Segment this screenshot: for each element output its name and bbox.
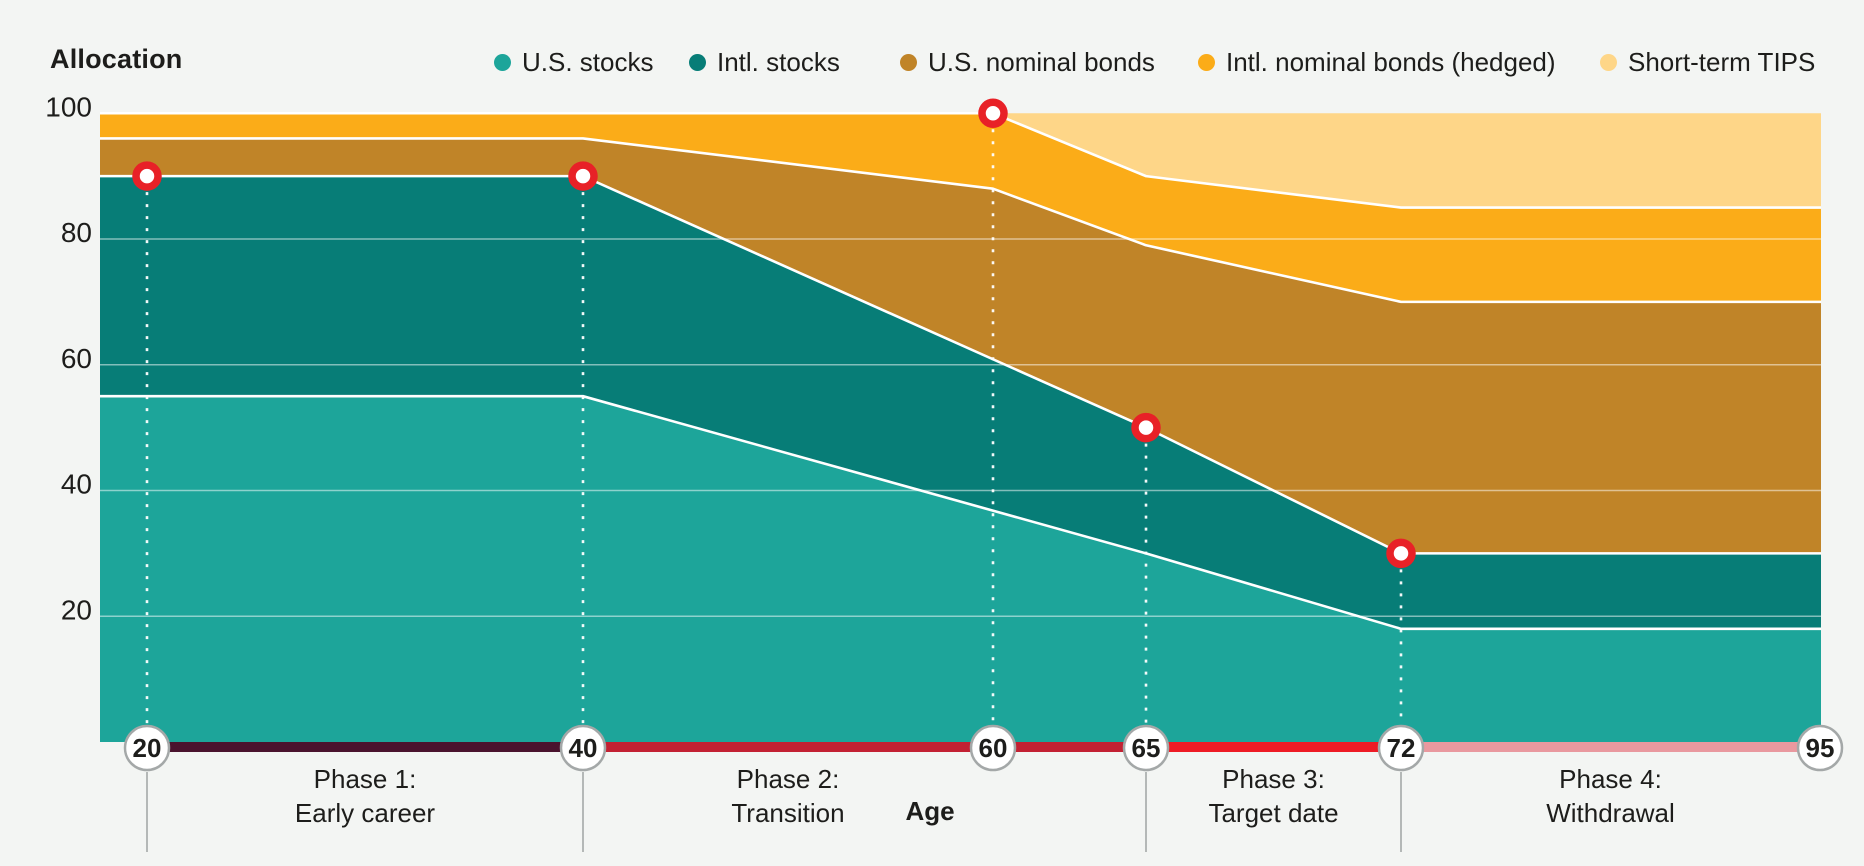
- phase-label-line1-4: Phase 4:: [1559, 764, 1662, 794]
- area-intl-nominal-bonds-hedged: [100, 113, 1821, 302]
- y-tick-label-80: 80: [61, 217, 92, 248]
- boundary-intl-nominal-bonds-hedged: [100, 111, 1821, 209]
- legend-swatch-icon: [1600, 54, 1617, 71]
- phase-label-line2-3: Target date: [1208, 798, 1338, 828]
- phase-bar-3: [1146, 742, 1401, 752]
- phase-label-line2-1: Early career: [295, 798, 435, 828]
- phase-label-line1-2: Phase 2:: [737, 764, 840, 794]
- legend-label: Intl. nominal bonds (hedged): [1226, 47, 1556, 77]
- glide-path-marker-age-60: [978, 98, 1008, 128]
- glide-path-marker-age-72: [1386, 538, 1416, 569]
- phase-bar-4: [1401, 742, 1820, 752]
- age-circle-label-95: 95: [1806, 733, 1835, 763]
- legend-label: U.S. nominal bonds: [928, 47, 1155, 77]
- glide-path-marker-age-40: [568, 161, 598, 191]
- age-circle-label-60: 60: [979, 733, 1008, 763]
- area-u-s-nominal-bonds: [100, 138, 1821, 554]
- age-circle-60: [969, 724, 1017, 772]
- phase-label-line2-2: Transition: [731, 798, 844, 828]
- legend-swatch-icon: [494, 54, 511, 71]
- age-circle-72: [1377, 724, 1425, 772]
- age-circle-95: [1796, 724, 1844, 772]
- legend-swatch-icon: [689, 54, 706, 71]
- boundary-u-s-nominal-bonds: [100, 137, 1821, 304]
- legend-item-intl-stocks: Intl. stocks: [689, 47, 840, 78]
- legend-item-u-s-nominal-bonds: U.S. nominal bonds: [900, 47, 1155, 78]
- age-circle-label-72: 72: [1387, 733, 1416, 763]
- legend-item-short-term-tips: Short-term TIPS: [1600, 47, 1815, 78]
- legend: U.S. stocks Intl. stocks U.S. nominal bond…: [0, 0, 1864, 90]
- glide-path-marker-age-20: [132, 161, 162, 191]
- legend-label: Short-term TIPS: [1628, 47, 1816, 77]
- phase-bar-1: [147, 742, 583, 752]
- age-circle-label-20: 20: [133, 733, 162, 763]
- y-tick-label-60: 60: [61, 343, 92, 374]
- age-circle-label-40: 40: [569, 733, 598, 763]
- legend-label: U.S. stocks: [522, 47, 654, 77]
- x-axis-title: Age: [905, 796, 954, 826]
- area-short-term-tips: [100, 113, 1821, 208]
- y-tick-label-20: 20: [61, 594, 92, 625]
- legend-item-intl-nominal-bonds-hedged: Intl. nominal bonds (hedged): [1198, 47, 1556, 78]
- phase-label-line2-4: Withdrawal: [1546, 798, 1675, 828]
- phase-bar-2: [583, 742, 1146, 752]
- glide-path-marker-age-65: [1131, 412, 1161, 443]
- legend-swatch-icon: [1198, 54, 1215, 71]
- area-intl-stocks: [100, 176, 1821, 629]
- age-circle-label-65: 65: [1132, 733, 1161, 763]
- legend-label: Intl. stocks: [717, 47, 840, 77]
- y-tick-label-40: 40: [61, 469, 92, 500]
- legend-item-u-s-stocks: U.S. stocks: [494, 47, 653, 78]
- area-u-s-stocks: [100, 396, 1821, 742]
- phase-label-line1-3: Phase 3:: [1222, 764, 1325, 794]
- age-circle-65: [1122, 724, 1170, 772]
- y-axis-title: Allocation: [50, 44, 183, 74]
- legend-swatch-icon: [900, 54, 917, 71]
- phase-label-line1-1: Phase 1:: [314, 764, 417, 794]
- age-circle-20: [123, 724, 171, 772]
- age-circle-40: [559, 724, 607, 772]
- y-tick-label-100: 100: [45, 91, 92, 122]
